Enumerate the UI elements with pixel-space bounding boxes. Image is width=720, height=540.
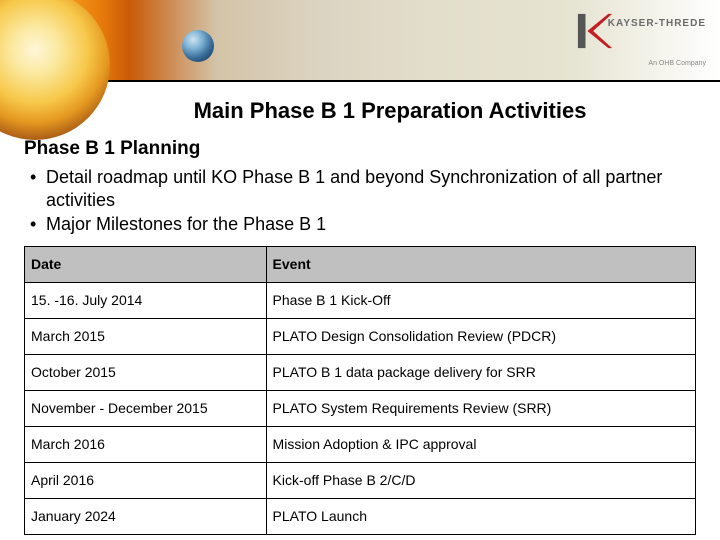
cell-event: PLATO Design Consolidation Review (PDCR)	[266, 318, 695, 354]
cell-date: 15. -16. July 2014	[25, 282, 267, 318]
bullet-item: Major Milestones for the Phase B 1	[46, 213, 696, 236]
cell-date: April 2016	[25, 462, 267, 498]
earth-graphic	[182, 30, 214, 62]
cell-event: Mission Adoption & IPC approval	[266, 426, 695, 462]
cell-date: January 2024	[25, 498, 267, 534]
logo-subtext: An OHB Company	[648, 60, 706, 67]
cell-date: October 2015	[25, 354, 267, 390]
slide-content: Main Phase B 1 Preparation Activities Ph…	[0, 82, 720, 535]
table-row: March 2015 PLATO Design Consolidation Re…	[25, 318, 696, 354]
cell-date: March 2016	[25, 426, 267, 462]
cell-event: Kick-off Phase B 2/C/D	[266, 462, 695, 498]
cell-event: PLATO Launch	[266, 498, 695, 534]
table-row: October 2015 PLATO B 1 data package deli…	[25, 354, 696, 390]
bullet-item: Detail roadmap until KO Phase B 1 and be…	[46, 166, 696, 211]
cell-event: PLATO System Requirements Review (SRR)	[266, 390, 695, 426]
section-heading: Phase B 1 Planning	[24, 138, 696, 160]
milestones-table: Date Event 15. -16. July 2014 Phase B 1 …	[24, 246, 696, 535]
table-row: January 2024 PLATO Launch	[25, 498, 696, 534]
col-event: Event	[266, 246, 695, 282]
cell-event: PLATO B 1 data package delivery for SRR	[266, 354, 695, 390]
table-header-row: Date Event	[25, 246, 696, 282]
logo-text: KAYSER-THREDE	[608, 18, 706, 29]
col-date: Date	[25, 246, 267, 282]
header-banner: KAYSER-THREDE An OHB Company	[0, 0, 720, 82]
page-title: Main Phase B 1 Preparation Activities	[84, 98, 696, 124]
table-row: 15. -16. July 2014 Phase B 1 Kick-Off	[25, 282, 696, 318]
bullet-list: Detail roadmap until KO Phase B 1 and be…	[24, 166, 696, 236]
cell-date: March 2015	[25, 318, 267, 354]
cell-event: Phase B 1 Kick-Off	[266, 282, 695, 318]
cell-date: November - December 2015	[25, 390, 267, 426]
table-body: 15. -16. July 2014 Phase B 1 Kick-Off Ma…	[25, 282, 696, 534]
table-row: April 2016 Kick-off Phase B 2/C/D	[25, 462, 696, 498]
table-row: November - December 2015 PLATO System Re…	[25, 390, 696, 426]
table-row: March 2016 Mission Adoption & IPC approv…	[25, 426, 696, 462]
